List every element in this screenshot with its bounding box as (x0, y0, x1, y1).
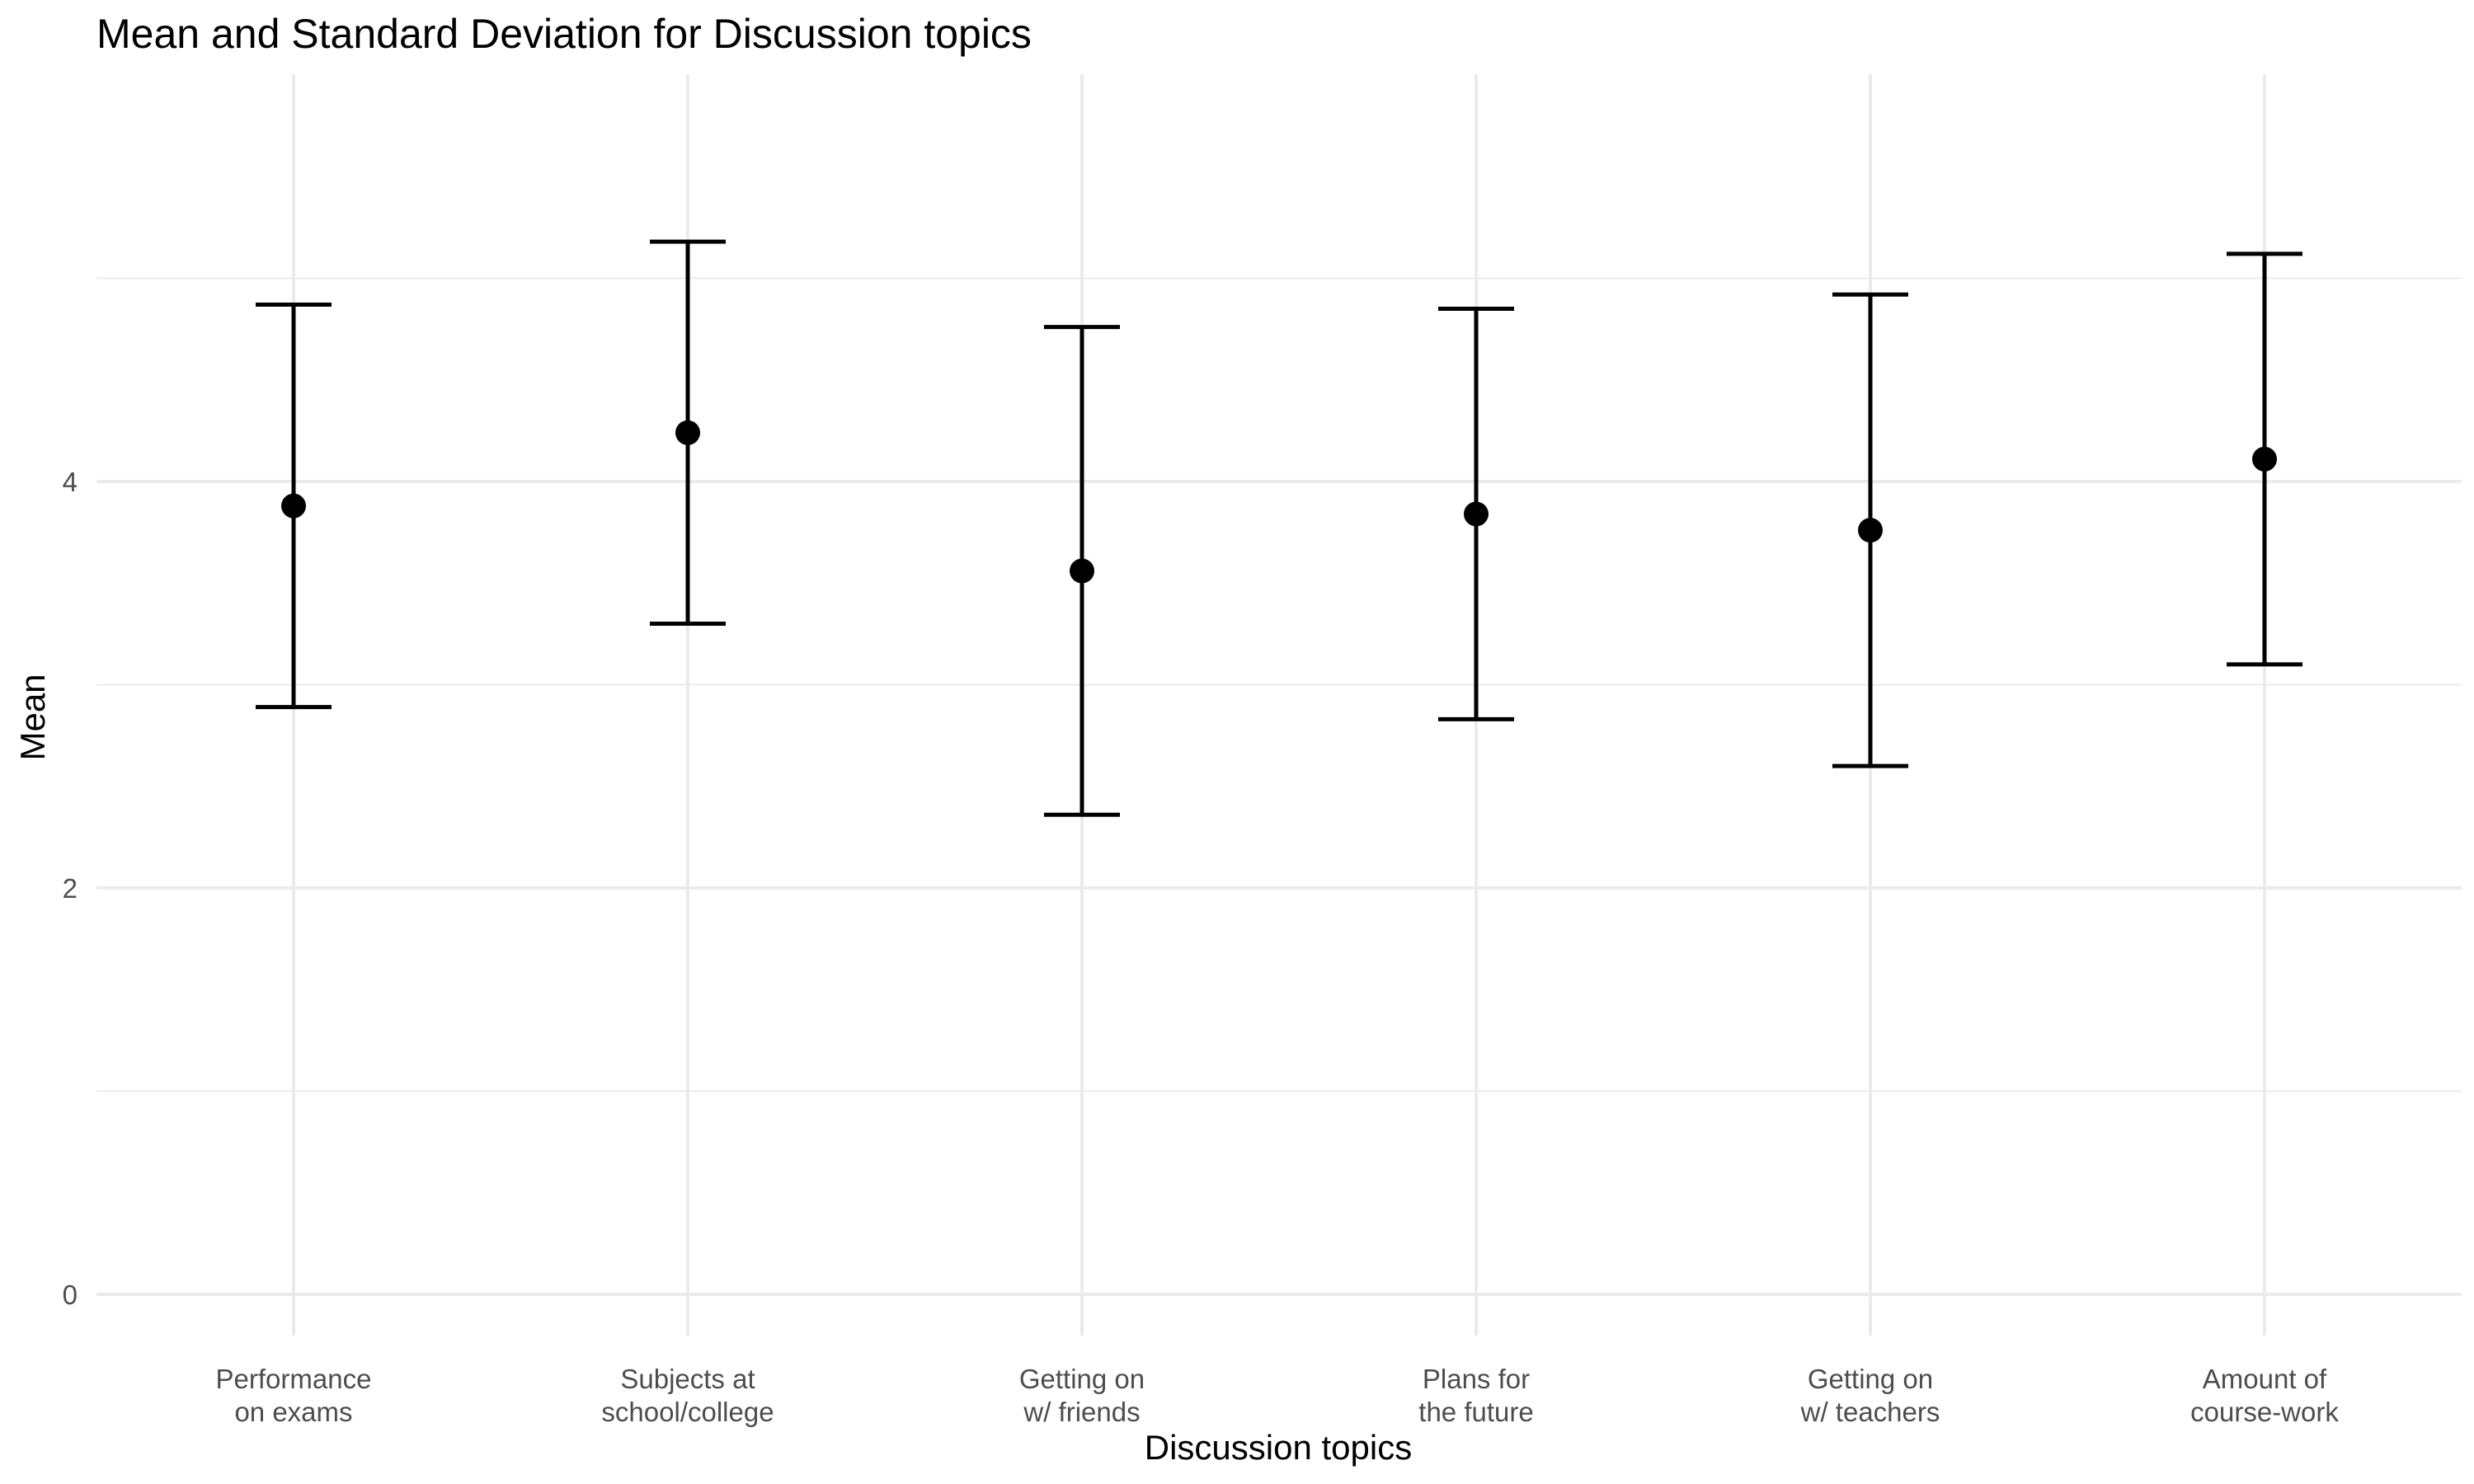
x-tick-label: Getting on w/ friends (1019, 1364, 1145, 1427)
mean-point (281, 493, 306, 519)
x-tick-label: Performance on exams (216, 1364, 372, 1427)
mean-point (2252, 446, 2277, 472)
mean-point (1858, 518, 1883, 543)
point-layer (281, 420, 2277, 584)
x-tick-label: Amount of course-work (2190, 1364, 2339, 1427)
mean-point (675, 420, 700, 445)
mean-point (1070, 558, 1094, 584)
x-tick-label: Subjects at school/college (601, 1364, 774, 1427)
y-tick-labels: 0 2 4 (63, 467, 78, 1310)
mean-point (1464, 501, 1489, 527)
y-tick-label: 4 (63, 467, 78, 497)
x-axis-title: Discussion topics (1145, 1428, 1412, 1467)
y-tick-label: 0 (63, 1280, 78, 1310)
x-tick-label: Plans for the future (1418, 1364, 1533, 1427)
x-tick-labels: Performance on exams Subjects at school/col… (216, 1364, 2340, 1427)
errorbar-layer (256, 239, 2302, 817)
chart-title: Mean and Standard Deviation for Discussi… (96, 11, 1032, 57)
x-tick-label: Getting on w/ teachers (1800, 1364, 1940, 1427)
y-axis-title: Mean (13, 674, 52, 760)
y-tick-label: 2 (63, 873, 78, 904)
grid-layer (96, 74, 2462, 1336)
